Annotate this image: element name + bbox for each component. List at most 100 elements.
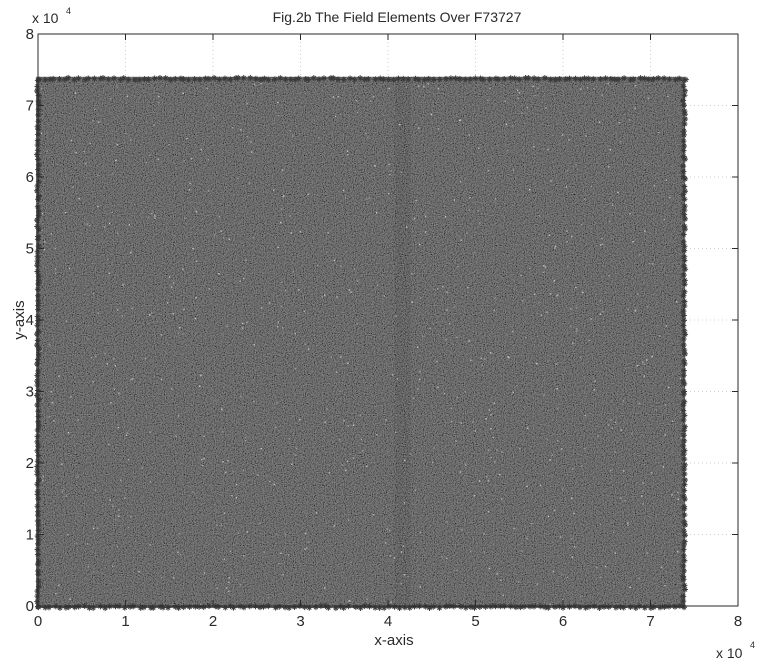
edge-marker [612,604,619,611]
point-gap [366,598,368,600]
point-gap [116,86,118,88]
point-gap [281,169,284,171]
point-gap [244,436,247,439]
edge-marker [357,75,364,82]
edge-marker [452,75,459,82]
point-gap [470,359,472,361]
point-gap [294,454,296,456]
edge-marker [35,452,42,459]
edge-marker [125,76,132,83]
y-tick-label: 4 [26,312,34,329]
edge-marker [681,511,688,518]
edge-marker [566,603,573,610]
edge-marker [681,102,688,109]
point-gap [179,327,181,329]
point-gap [246,102,248,105]
point-gap [599,299,602,302]
edge-marker [581,75,588,82]
point-gap [199,385,201,387]
point-gap [229,550,232,552]
point-gap [290,232,292,234]
edge-marker [102,604,109,611]
point-gap [220,524,223,526]
edge-marker [641,75,648,82]
edge-marker [681,380,688,387]
x-tick-label: 4 [384,613,392,630]
edge-marker [295,75,302,82]
point-gap [253,236,255,239]
point-gap [643,375,645,377]
point-gap [676,301,678,303]
point-gap [490,457,492,459]
edge-marker [680,576,687,583]
point-gap [228,581,230,584]
point-gap [481,364,483,366]
edge-marker [577,76,584,83]
point-gap [154,217,156,220]
point-gap [240,129,242,131]
point-gap [469,197,471,199]
edge-marker [287,76,294,83]
point-gap [655,409,657,411]
edge-marker [412,75,419,82]
point-gap [128,224,130,226]
point-gap [527,427,529,429]
point-gap [608,274,610,277]
point-gap [275,426,277,429]
edge-marker [597,76,604,83]
point-gap [500,579,502,582]
edge-marker [436,76,443,83]
point-gap [183,160,185,162]
point-gap [277,101,279,103]
point-gap [679,377,682,380]
point-gap [50,233,52,235]
edge-marker [35,527,42,534]
edge-marker [35,226,42,233]
point-gap [148,314,151,316]
point-gap [98,121,100,123]
point-gap [75,542,78,544]
edge-marker [681,360,688,367]
point-gap [466,232,468,235]
point-gap [669,196,671,199]
point-gap [456,336,458,339]
edge-marker [507,75,514,82]
point-gap [277,326,279,328]
x-tick-label: 5 [471,613,479,630]
point-gap [356,280,359,282]
point-gap [508,357,510,359]
edge-marker [192,603,199,610]
edge-marker [35,171,42,178]
edge-marker [525,75,532,82]
point-gap [248,182,250,184]
point-gap [242,322,244,325]
point-gap [168,276,171,278]
point-gap [388,87,390,90]
point-gap [419,532,421,534]
point-gap [346,150,349,152]
edge-marker [235,74,242,81]
point-gap [208,288,210,290]
point-gap [92,381,94,383]
edge-marker [35,273,42,280]
edge-marker [442,75,449,82]
point-gap [566,230,568,232]
edge-marker [680,168,687,175]
point-gap [580,223,583,226]
edge-marker [547,76,554,83]
edge-marker [34,598,41,605]
edge-marker [681,108,688,115]
edge-marker [45,604,52,611]
point-gap [149,431,151,433]
edge-marker [447,75,454,82]
edge-marker [681,288,688,295]
point-gap [223,512,226,514]
point-gap [667,95,669,98]
point-gap [627,524,629,526]
point-gap [663,218,665,221]
edge-marker [516,76,523,83]
edge-marker [526,603,533,610]
edge-marker [335,76,342,83]
point-gap [261,307,263,309]
point-gap [39,148,41,151]
